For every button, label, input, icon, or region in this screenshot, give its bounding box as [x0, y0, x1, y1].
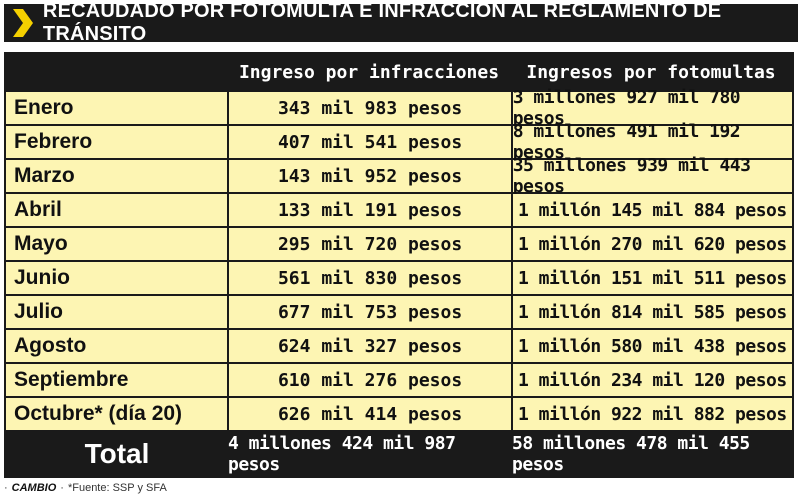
table-row: Junio 561 mil 830 pesos 1 millón 151 mil… [6, 262, 792, 294]
total-fotomultas: 58 millones 478 mil 455 pesos [512, 433, 750, 475]
page-title: RECAUDADO POR FOTOMULTA E INFRACCIÓN AL … [42, 0, 722, 45]
fotomultas-cell: 8 millones 491 mil 192 pesos [512, 121, 792, 163]
chevron-right-icon [10, 8, 35, 38]
source-note: *Fuente: SSP y SFA [67, 482, 167, 494]
total-label: Total [84, 438, 150, 469]
table-row: Octubre* (día 20) 626 mil 414 pesos 1 mi… [6, 398, 792, 430]
infracciones-cell: 626 mil 414 pesos [229, 398, 511, 430]
month-cell: Abril [6, 194, 228, 226]
infracciones-cell: 610 mil 276 pesos [229, 364, 511, 396]
table-row: Agosto 624 mil 327 pesos 1 millón 580 mi… [6, 330, 792, 362]
fotomultas-cell: 1 millón 151 mil 511 pesos [512, 262, 792, 294]
table-row: Julio 677 mil 753 pesos 1 millón 814 mil… [6, 296, 792, 328]
month-cell: Marzo [6, 160, 228, 192]
bullet-dot: · [4, 482, 8, 494]
infracciones-cell: 133 mil 191 pesos [229, 194, 511, 226]
fotomultas-cell: 1 millón 234 mil 120 pesos [512, 364, 792, 396]
bullet-dot: · [60, 482, 64, 494]
table-row: Enero 343 mil 983 pesos 3 millones 927 m… [6, 87, 792, 129]
fotomultas-cell: 1 millón 922 mil 882 pesos [512, 398, 792, 430]
month-cell: Agosto [6, 330, 228, 362]
month-cell: Junio [6, 262, 228, 294]
fotomultas-cell: 35 millones 939 mil 443 pesos [512, 155, 792, 197]
infracciones-cell: 295 mil 720 pesos [229, 228, 511, 260]
total-row: Total 4 millones 424 mil 987 pesos 58 mi… [6, 432, 792, 476]
fotomultas-cell: 3 millones 927 mil 780 pesos [512, 87, 792, 129]
fotomultas-cell: 1 millón 270 mil 620 pesos [512, 228, 792, 260]
table-row: Abril 133 mil 191 pesos 1 millón 145 mil… [6, 194, 792, 226]
data-table: Ingreso por infracciones Ingresos por fo… [4, 52, 794, 478]
table-row: Febrero 407 mil 541 pesos 8 millones 491… [6, 121, 792, 163]
month-cell: Febrero [6, 126, 228, 158]
month-cell: Mayo [6, 228, 228, 260]
infracciones-cell: 407 mil 541 pesos [229, 126, 511, 158]
fotomultas-cell: 1 millón 580 mil 438 pesos [512, 330, 792, 362]
infracciones-cell: 677 mil 753 pesos [229, 296, 511, 328]
table-row: Mayo 295 mil 720 pesos 1 millón 270 mil … [6, 228, 792, 260]
header-infracciones: Ingreso por infracciones [238, 61, 500, 83]
infracciones-cell: 624 mil 327 pesos [229, 330, 511, 362]
infracciones-cell: 143 mil 952 pesos [229, 160, 511, 192]
table-row: Septiembre 610 mil 276 pesos 1 millón 23… [6, 364, 792, 396]
total-infracciones: 4 millones 424 mil 987 pesos [228, 433, 456, 475]
title-bar: RECAUDADO POR FOTOMULTA E INFRACCIÓN AL … [4, 0, 798, 45]
table-row: Marzo 143 mil 952 pesos 35 millones 939 … [6, 155, 792, 197]
month-cell: Julio [6, 296, 228, 328]
month-cell: Enero [6, 92, 228, 124]
fotomultas-cell: 1 millón 814 mil 585 pesos [512, 296, 792, 328]
month-cell: Septiembre [6, 364, 228, 396]
header-fotomultas: Ingresos por fotomultas [526, 61, 776, 83]
month-cell: Octubre* (día 20) [6, 398, 228, 430]
infracciones-cell: 561 mil 830 pesos [229, 262, 511, 294]
footer: · CAMBIO · *Fuente: SSP y SFA [4, 480, 167, 496]
infracciones-cell: 343 mil 983 pesos [229, 92, 511, 124]
table-header: Ingreso por infracciones Ingresos por fo… [6, 54, 792, 90]
brand-logo: CAMBIO [11, 482, 57, 494]
fotomultas-cell: 1 millón 145 mil 884 pesos [512, 194, 792, 226]
